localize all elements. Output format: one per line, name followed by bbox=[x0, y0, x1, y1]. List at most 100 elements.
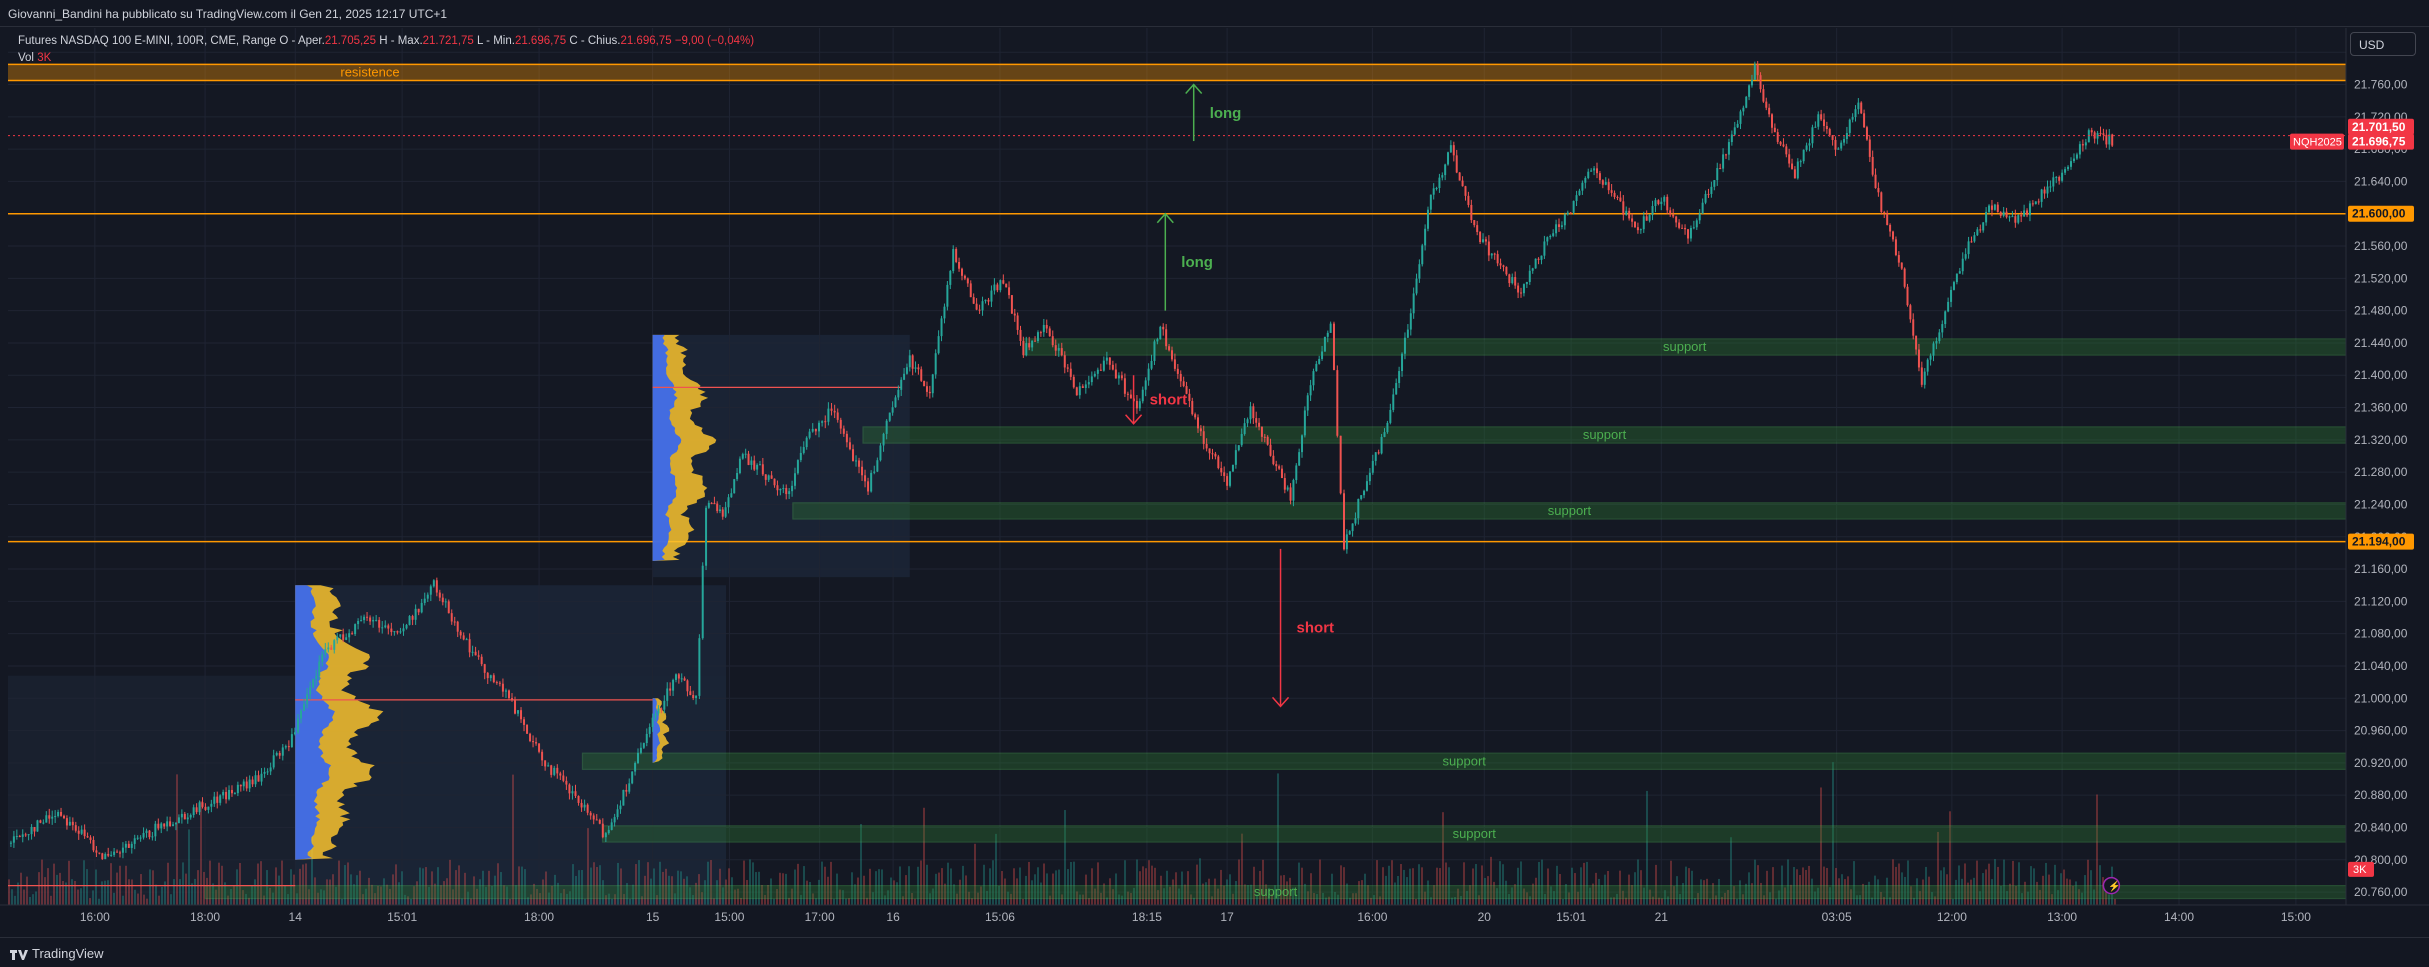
volume-bar bbox=[1271, 893, 1273, 905]
candle-body bbox=[1490, 253, 1493, 256]
tradingview-brand[interactable]: TradingView bbox=[10, 946, 104, 961]
time-axis-tick-label: 12:00 bbox=[1937, 910, 1967, 924]
candle-body bbox=[1698, 213, 1701, 221]
volume-bar bbox=[563, 889, 565, 905]
candle-body bbox=[151, 836, 154, 838]
volume-bar bbox=[890, 877, 892, 905]
candle-body bbox=[1395, 383, 1398, 395]
time-axis[interactable] bbox=[0, 905, 2429, 937]
candle-body bbox=[339, 634, 342, 637]
candle-body bbox=[278, 752, 281, 756]
volume-bar bbox=[1121, 895, 1123, 905]
price-badge bbox=[2348, 205, 2414, 222]
volume-bar bbox=[1385, 875, 1387, 905]
candle-body bbox=[360, 620, 363, 622]
volume-bar bbox=[881, 869, 883, 905]
volume-bar bbox=[1568, 892, 1570, 905]
candle-body bbox=[489, 675, 492, 679]
volume-bar bbox=[1382, 867, 1384, 905]
candle-body bbox=[2040, 189, 2043, 202]
candle-body bbox=[946, 284, 949, 307]
candle-body bbox=[157, 823, 160, 829]
volume-bar bbox=[2054, 864, 2056, 905]
candle-body bbox=[628, 783, 631, 792]
volume-bar bbox=[1292, 887, 1294, 905]
candle-body bbox=[1845, 132, 1848, 140]
candle-body bbox=[1365, 481, 1368, 491]
candle-body bbox=[462, 635, 465, 640]
volume-bar bbox=[8, 879, 10, 905]
candle-body bbox=[1572, 200, 1575, 213]
candle-body bbox=[1788, 154, 1791, 164]
candle-body bbox=[18, 835, 21, 837]
price-axis[interactable] bbox=[2346, 28, 2429, 905]
volume-bar bbox=[1802, 867, 1804, 905]
candle-body bbox=[1817, 114, 1820, 127]
candle-body bbox=[104, 853, 107, 860]
volume-bar bbox=[1541, 859, 1543, 905]
candle-body bbox=[375, 619, 378, 621]
candle-body bbox=[1663, 196, 1666, 202]
candle-body bbox=[1099, 369, 1102, 371]
volume-bar bbox=[791, 888, 793, 905]
volume-bar bbox=[674, 893, 676, 905]
volume-bar bbox=[932, 888, 934, 905]
candle-body bbox=[1848, 119, 1851, 133]
volume-bar bbox=[1619, 870, 1621, 905]
candle-body bbox=[1444, 164, 1447, 176]
candle-body bbox=[744, 453, 747, 455]
candle-body bbox=[1312, 371, 1315, 386]
price-badge-label: 21.600,00 bbox=[2352, 207, 2406, 221]
volume-bar bbox=[1331, 873, 1333, 905]
price-axis-tick-label: 21.000,00 bbox=[2354, 691, 2408, 705]
volume-bar bbox=[1052, 873, 1054, 905]
candle-body bbox=[1039, 332, 1042, 334]
volume-bar bbox=[1751, 883, 1753, 905]
volume-bar bbox=[1565, 884, 1567, 905]
price-axis-tick-label: 21.040,00 bbox=[2354, 659, 2408, 673]
volume-bar bbox=[1022, 898, 1024, 905]
volume-bar bbox=[2048, 874, 2050, 905]
volume-bar bbox=[128, 879, 130, 905]
event-lightning-glyph: ⚡ bbox=[2108, 880, 2120, 893]
event-lightning-icon[interactable] bbox=[2102, 876, 2121, 895]
candle-body bbox=[876, 460, 879, 472]
candle-body bbox=[1351, 523, 1354, 532]
volume-bar bbox=[2009, 883, 2011, 905]
candle-body bbox=[1799, 161, 1802, 163]
candle-body bbox=[1684, 227, 1687, 230]
candle-body bbox=[1479, 232, 1482, 243]
volume-bar bbox=[1943, 867, 1945, 905]
candle-body bbox=[1252, 406, 1255, 419]
volume-bar bbox=[1730, 837, 1732, 905]
volume-bar bbox=[353, 884, 355, 905]
volume-bar bbox=[1235, 881, 1237, 905]
candle-body bbox=[236, 784, 239, 794]
candle-body bbox=[535, 742, 538, 744]
candle-body bbox=[1587, 171, 1590, 178]
candle-body bbox=[248, 779, 251, 789]
instrument-name[interactable]: Futures NASDAQ 100 E-MINI, 100R, CME, Ra… bbox=[18, 35, 277, 47]
candle-body bbox=[1750, 79, 1753, 86]
candle-body bbox=[1502, 265, 1505, 267]
volume-bar bbox=[1535, 877, 1537, 905]
candle-body bbox=[1191, 401, 1194, 415]
candle-body bbox=[1441, 175, 1444, 178]
candle-body bbox=[1339, 435, 1342, 494]
candle-body bbox=[1072, 376, 1075, 388]
candle-body bbox=[192, 807, 195, 816]
volume-bar bbox=[506, 886, 508, 905]
volume-bar bbox=[1817, 887, 1819, 905]
volume-bar bbox=[1622, 890, 1624, 905]
volume-bar bbox=[1691, 870, 1693, 905]
volume-bar bbox=[983, 864, 985, 905]
candle-body bbox=[1318, 358, 1321, 364]
volume-bar bbox=[299, 868, 301, 905]
volume-bar bbox=[1157, 890, 1159, 905]
candle-body bbox=[2064, 169, 2067, 173]
currency-selector[interactable]: USD bbox=[2350, 32, 2416, 56]
candle-body bbox=[666, 688, 669, 701]
volume-bar bbox=[1478, 895, 1480, 905]
volume-bar bbox=[1904, 876, 1906, 905]
